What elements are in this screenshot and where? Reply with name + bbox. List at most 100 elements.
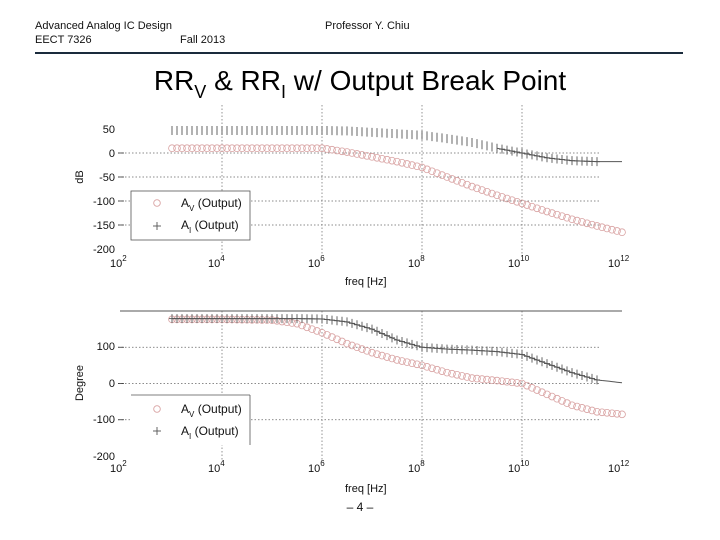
magnitude-x-ticks: 102 104 106 108 1010 1012 bbox=[110, 254, 630, 270]
circle-marker-icon bbox=[533, 204, 541, 213]
title-subscript-v: V bbox=[194, 82, 207, 102]
circle-marker-icon bbox=[423, 363, 431, 371]
circle-marker-icon bbox=[563, 399, 571, 407]
circle-marker-icon bbox=[523, 201, 531, 209]
circle-marker-icon bbox=[453, 370, 461, 379]
y-tick: -200 bbox=[93, 244, 115, 256]
circle-marker-icon bbox=[373, 350, 381, 358]
circle-marker-icon bbox=[603, 408, 611, 417]
instructor: Professor Y. Chiu bbox=[325, 20, 410, 32]
circle-marker-icon bbox=[448, 175, 456, 183]
y-tick: -50 bbox=[99, 172, 115, 184]
circle-marker-icon bbox=[488, 376, 496, 384]
circle-marker-icon bbox=[588, 220, 596, 229]
circle-marker-icon bbox=[483, 187, 491, 196]
magnitude-series bbox=[168, 125, 626, 237]
circle-marker-icon bbox=[363, 347, 371, 355]
x-tick: 106 bbox=[308, 459, 325, 475]
circle-marker-icon bbox=[523, 381, 531, 390]
circle-marker-icon bbox=[358, 345, 366, 353]
circle-marker-icon bbox=[323, 145, 331, 153]
header-rule bbox=[35, 52, 683, 54]
circle-marker-icon bbox=[578, 218, 586, 226]
circle-marker-icon bbox=[573, 216, 581, 225]
y-tick: 100 bbox=[97, 341, 115, 353]
circle-marker-icon bbox=[303, 323, 311, 332]
circle-marker-icon bbox=[413, 360, 421, 369]
circle-marker-icon bbox=[178, 144, 186, 153]
circle-marker-icon bbox=[433, 365, 441, 374]
phase-y-label: Degree bbox=[74, 365, 86, 401]
circle-marker-icon bbox=[618, 228, 626, 237]
magnitude-legend: AV (Output) AI (Output) bbox=[130, 190, 251, 241]
phase-y-ticks: 100 0 -100 -200 bbox=[93, 341, 115, 463]
magnitude-x-label: freq [Hz] bbox=[345, 276, 387, 288]
y-tick: -100 bbox=[93, 196, 115, 208]
circle-marker-icon bbox=[488, 189, 496, 198]
circle-marker-icon bbox=[573, 402, 581, 411]
circle-marker-icon bbox=[253, 144, 261, 153]
circle-marker-icon bbox=[583, 219, 591, 228]
circle-marker-icon bbox=[453, 177, 461, 185]
circle-marker-icon bbox=[568, 401, 576, 410]
x-tick: 1010 bbox=[508, 254, 530, 270]
phase-legend: AV (Output) AI (Output) bbox=[131, 394, 251, 445]
circle-marker-icon bbox=[458, 178, 466, 187]
circle-marker-icon bbox=[483, 375, 491, 384]
title-part: RR bbox=[153, 65, 195, 96]
circle-marker-icon bbox=[588, 406, 596, 415]
circle-marker-icon bbox=[288, 144, 296, 153]
slide-title: RRV & RRI w/ Output Break Point bbox=[0, 64, 720, 101]
x-tick: 108 bbox=[408, 459, 425, 475]
circle-marker-icon bbox=[593, 407, 601, 416]
circle-marker-icon bbox=[283, 144, 291, 153]
circle-marker-icon bbox=[298, 144, 306, 153]
course-title: Advanced Analog IC Design bbox=[35, 20, 172, 32]
circle-marker-icon bbox=[423, 165, 431, 174]
circle-marker-icon bbox=[193, 144, 201, 153]
circle-marker-icon bbox=[373, 154, 381, 162]
legend-circle-marker-icon bbox=[153, 199, 161, 207]
circle-marker-icon bbox=[498, 377, 506, 385]
circle-marker-icon bbox=[473, 184, 481, 193]
circle-marker-icon bbox=[278, 144, 286, 153]
circle-marker-icon bbox=[213, 144, 221, 153]
circle-marker-icon bbox=[613, 227, 621, 235]
circle-marker-icon bbox=[323, 331, 331, 339]
circle-marker-icon bbox=[168, 144, 176, 153]
circle-marker-icon bbox=[583, 405, 591, 413]
phase-x-ticks: 102 104 106 108 1010 1012 bbox=[110, 459, 630, 475]
circle-marker-icon bbox=[258, 144, 266, 153]
term: Fall 2013 bbox=[180, 34, 226, 46]
circle-marker-icon bbox=[203, 144, 211, 153]
circle-marker-icon bbox=[438, 171, 446, 179]
y-tick: -100 bbox=[93, 414, 115, 426]
circle-marker-icon bbox=[313, 144, 321, 153]
circle-marker-icon bbox=[553, 210, 561, 219]
circle-marker-icon bbox=[353, 343, 361, 352]
circle-marker-icon bbox=[568, 215, 576, 224]
circle-marker-icon bbox=[478, 186, 486, 194]
x-tick: 108 bbox=[408, 254, 425, 270]
circle-marker-icon bbox=[428, 364, 436, 373]
circle-marker-icon bbox=[353, 150, 361, 158]
phase-series bbox=[168, 314, 626, 419]
circle-marker-icon bbox=[318, 328, 326, 337]
circle-marker-icon bbox=[303, 144, 311, 153]
circle-marker-icon bbox=[408, 161, 416, 169]
legend-ai: AI (Output) bbox=[181, 218, 239, 235]
circle-marker-icon bbox=[388, 354, 396, 363]
circle-marker-icon bbox=[608, 225, 616, 234]
circle-marker-icon bbox=[243, 144, 251, 153]
circle-marker-icon bbox=[433, 169, 441, 177]
circle-marker-icon bbox=[363, 152, 371, 160]
x-tick: 1012 bbox=[608, 254, 630, 270]
y-tick: -150 bbox=[93, 220, 115, 232]
circle-marker-icon bbox=[338, 337, 346, 346]
circle-marker-icon bbox=[263, 144, 271, 153]
circle-marker-icon bbox=[383, 155, 391, 164]
circle-marker-icon bbox=[618, 410, 626, 419]
title-subscript-i: I bbox=[281, 82, 287, 102]
circle-marker-icon bbox=[348, 341, 356, 350]
page-number: – 4 – bbox=[346, 500, 374, 514]
